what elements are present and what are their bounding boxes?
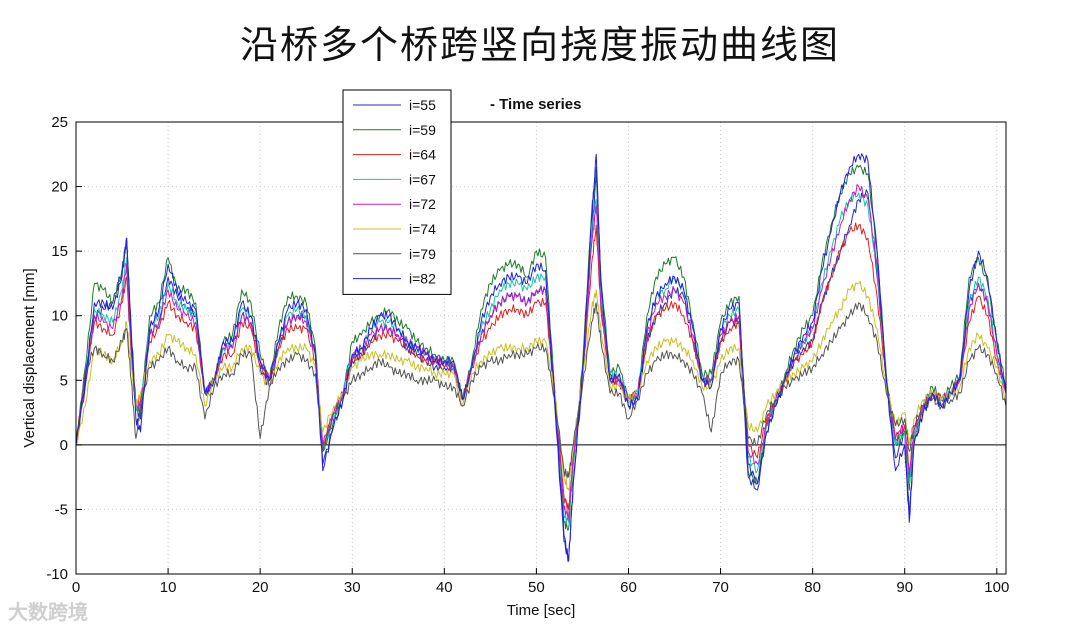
x-tick-label: 20	[252, 579, 269, 596]
series-line-i-79	[75, 302, 1007, 479]
legend-label: i=82	[409, 271, 436, 287]
plot-frame	[75, 121, 1007, 575]
page-title: 沿桥多个桥跨竖向挠度振动曲线图	[239, 23, 840, 67]
legend-label: i=79	[409, 246, 436, 262]
legend-label: i=64	[409, 147, 436, 163]
x-axis-label: Time [sec]	[507, 602, 576, 619]
x-tick-label: 90	[896, 579, 913, 596]
y-tick-label: -5	[55, 501, 68, 518]
x-tick-label: 70	[712, 579, 729, 596]
chart-subtitle: - Time series	[490, 96, 581, 113]
y-tick-label: -10	[46, 566, 68, 583]
x-tick-label: 50	[528, 579, 545, 596]
legend-box	[342, 89, 452, 295]
x-tick-label: 100	[984, 579, 1009, 596]
legend-label: i=67	[409, 171, 436, 187]
y-axis-label: Vertical displacement [mm]	[21, 268, 38, 447]
y-tick-label: 15	[51, 243, 68, 260]
x-tick-label: 60	[620, 579, 637, 596]
series-line-i-55	[75, 173, 1007, 562]
series-line-i-74	[75, 280, 1007, 491]
y-tick-label: 10	[51, 308, 68, 325]
series-line-i-64	[75, 222, 1007, 510]
x-tick-label: 40	[436, 579, 453, 596]
legend-label: i=55	[409, 97, 436, 113]
x-tick-label: 0	[72, 579, 80, 596]
series-line-i-59	[75, 164, 1007, 531]
x-tick-label: 30	[344, 579, 361, 596]
y-tick-label: 25	[51, 114, 68, 131]
legend-label: i=59	[409, 122, 436, 138]
series-line-i-82	[75, 153, 1007, 562]
y-tick-label: 5	[60, 372, 68, 389]
y-tick-label: 0	[60, 437, 68, 454]
legend-label: i=74	[409, 221, 436, 237]
axis-ticks: 0 10 20 30 40 50 60 70 80 90 100 -10 -5 0 5 10 15 20 25	[46, 114, 1009, 596]
series-line-i-72	[75, 184, 1007, 520]
legend-label: i=72	[409, 196, 436, 212]
legend: i=55 i=59 i=64 i=67 i=72 i=74 i=79 i=82	[342, 89, 452, 295]
x-tick-label: 10	[160, 579, 177, 596]
series-lines	[75, 153, 1007, 562]
y-tick-label: 20	[51, 179, 68, 196]
watermark: 大数跨境	[8, 600, 88, 624]
series-line-i-67	[75, 191, 1007, 524]
x-tick-label: 80	[804, 579, 821, 596]
